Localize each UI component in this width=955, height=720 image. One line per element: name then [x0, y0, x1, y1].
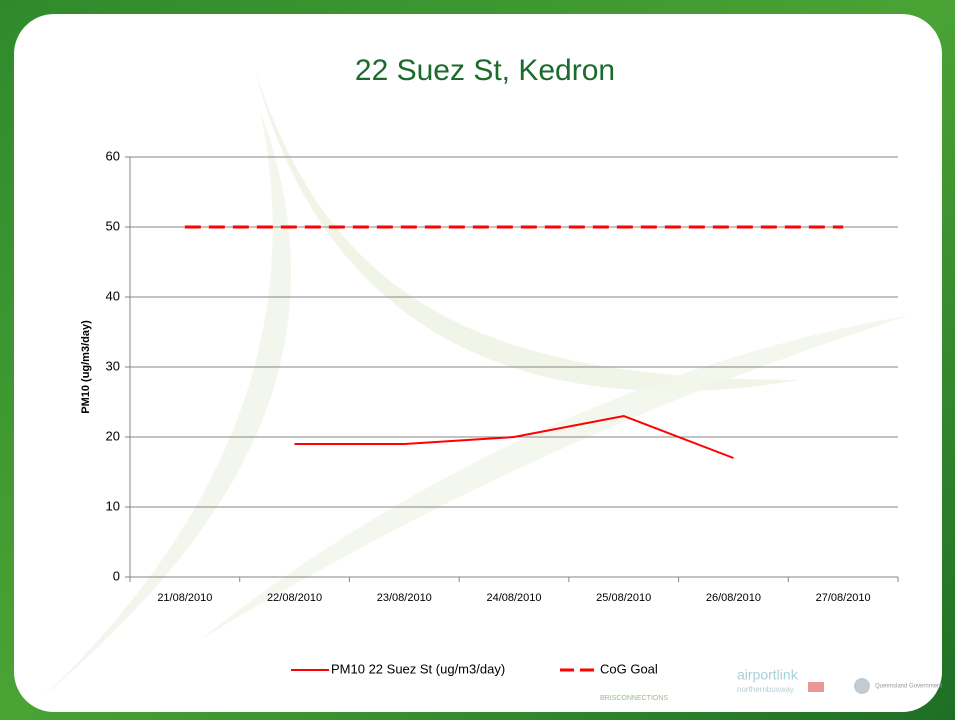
x-tick-label: 22/08/2010: [267, 592, 322, 604]
series-line: [294, 414, 734, 459]
logo-emblem: [854, 678, 870, 694]
y-tick-label: 10: [106, 498, 120, 513]
y-axis-label: PM10 (ug/m3/day): [80, 320, 92, 414]
slide-panel: [14, 14, 942, 712]
logo-text: northernbusway: [737, 685, 794, 694]
legend-label: PM10 22 Suez St (ug/m3/day): [331, 661, 505, 676]
logo-text: airportlink: [737, 667, 799, 683]
x-tick-label: 24/08/2010: [486, 592, 541, 604]
y-tick-label: 40: [106, 288, 120, 303]
logos: BRISCONNECTIONS airportlink northernbusw…: [600, 667, 942, 702]
y-tick-label: 20: [106, 428, 120, 443]
logo-text: Queensland Government: [875, 684, 942, 690]
y-tick-label: 60: [106, 148, 120, 163]
x-tick-label: 23/08/2010: [377, 592, 432, 604]
logo-text: BRISCONNECTIONS: [600, 695, 668, 702]
x-tick-label: 26/08/2010: [706, 592, 761, 604]
legend-label: CoG Goal: [600, 661, 658, 676]
logo-badge: [808, 682, 824, 692]
y-tick-label: 30: [106, 358, 120, 373]
x-tick-label: 21/08/2010: [157, 592, 212, 604]
x-tick-label: 27/08/2010: [816, 592, 871, 604]
y-tick-label: 50: [106, 218, 120, 233]
y-tick-label: 0: [113, 568, 120, 583]
chart-title: 22 Suez St, Kedron: [355, 54, 615, 87]
x-tick-label: 25/08/2010: [596, 592, 651, 604]
